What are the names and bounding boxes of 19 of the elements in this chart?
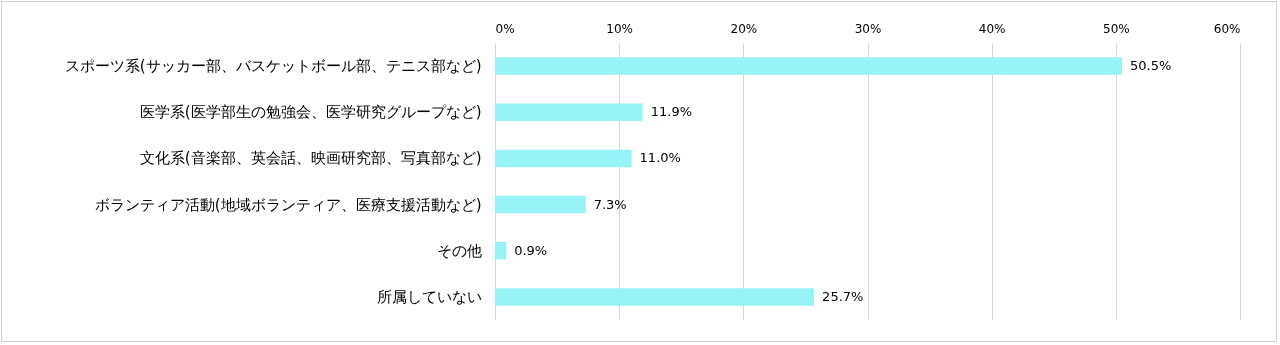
y-tick-label: その他 — [436, 241, 482, 260]
y-tick-label: スポーツ系(サッカー部、バスケットボール部、テニス部など) — [64, 57, 482, 76]
data-label: 0.9% — [514, 242, 548, 258]
y-tick-label: ボランティア活動(地域ボランティア、医療支援活動など) — [94, 195, 482, 214]
data-label: 25.7% — [822, 288, 864, 304]
x-tick-label: 50% — [1103, 21, 1130, 36]
y-tick-label: 文化系(音楽部、英会話、映画研究部、写真部など) — [139, 149, 482, 168]
x-tick-label: 30% — [854, 21, 882, 36]
x-tick-label: 40% — [978, 21, 1006, 36]
x-tick-label: 60% — [1213, 21, 1241, 36]
y-tick-label: 所属していない — [376, 287, 482, 306]
x-tick-label: 0% — [495, 21, 515, 36]
x-tick-label: 20% — [730, 21, 758, 36]
data-label: 50.5% — [1130, 58, 1172, 74]
data-label: 7.3% — [593, 196, 627, 212]
x-tick-label: 10% — [606, 21, 633, 36]
y-tick-label: 医学系(医学部生の勉強会、医学研究グループなど) — [139, 103, 482, 122]
data-label: 11.9% — [650, 104, 693, 120]
data-label: 11.0% — [639, 150, 681, 166]
